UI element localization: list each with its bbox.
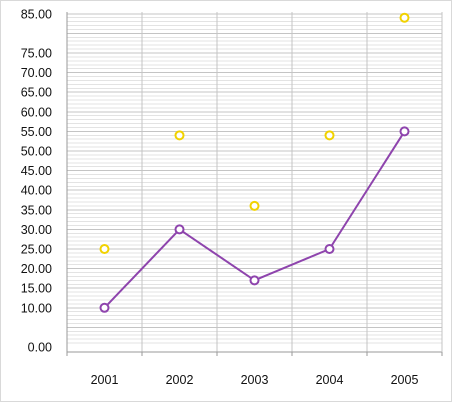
minor-gridlines (67, 17, 442, 344)
series-2-point (399, 12, 410, 23)
series-1-point (174, 224, 185, 235)
series-1-point (99, 302, 110, 313)
series-1-point (399, 126, 410, 137)
y-tick-label: 70.00 (21, 66, 52, 80)
x-tick-label: 2001 (91, 373, 119, 387)
series-2-point (174, 130, 185, 141)
series-2-point (324, 130, 335, 141)
y-axis-tick-labels: 0.00 10.00 15.00 20.00 25.00 30.00 35.00 40.00 4… (21, 7, 52, 354)
y-tick-label: 30.00 (21, 223, 52, 237)
series-1 (99, 126, 410, 313)
y-tick-label: 0.00 (28, 341, 52, 355)
y-tick-label: 25.00 (21, 243, 52, 257)
y-tick-label: 40.00 (21, 184, 52, 198)
y-tick-label: 65.00 (21, 86, 52, 100)
x-tick-label: 2003 (241, 373, 269, 387)
series-2-point (99, 244, 110, 254)
y-tick-label: 50.00 (21, 145, 52, 159)
x-tick-label: 2002 (166, 373, 194, 387)
y-tick-label: 75.00 (21, 47, 52, 61)
series-1-point (324, 244, 335, 254)
major-gridlines (67, 12, 442, 352)
y-tick-label: 60.00 (21, 105, 52, 119)
y-tick-label: 55.00 (21, 125, 52, 139)
y-tick-label: 35.00 (21, 203, 52, 217)
x-tick-label: 2005 (391, 373, 419, 387)
series-layer (99, 12, 410, 313)
y-tick-label: 85.00 (21, 7, 52, 21)
axes (66, 12, 443, 356)
x-axis-tick-labels: 2001 2002 2003 2004 2005 (91, 373, 419, 387)
y-tick-label: 45.00 (21, 164, 52, 178)
y-tick-label: 20.00 (21, 262, 52, 276)
y-tick-label: 15.00 (21, 282, 52, 296)
series-2 (99, 12, 410, 254)
series-1-point (249, 275, 260, 286)
series-2-point (249, 200, 260, 211)
y-tick-label: 10.00 (21, 301, 52, 315)
x-tick-label: 2004 (316, 373, 344, 387)
